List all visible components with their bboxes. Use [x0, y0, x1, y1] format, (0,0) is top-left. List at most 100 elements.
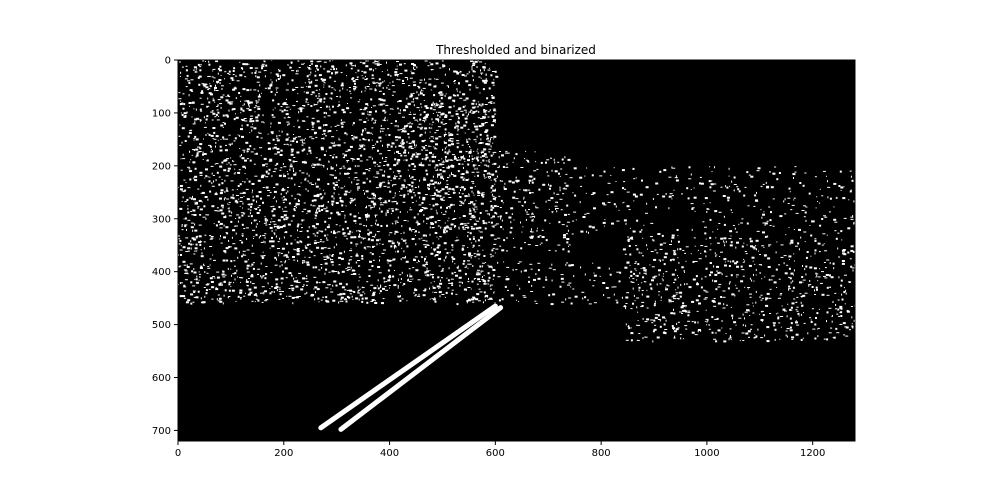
- edge-pixel: [381, 174, 385, 177]
- edge-pixel: [473, 99, 476, 102]
- edge-pixel: [403, 127, 406, 130]
- edge-pixel: [580, 185, 583, 187]
- edge-pixel: [374, 121, 376, 124]
- x-tick-label: 200: [274, 448, 293, 459]
- edge-pixel: [342, 87, 344, 90]
- edge-pixel: [279, 154, 283, 156]
- edge-pixel: [366, 301, 369, 304]
- edge-pixel: [658, 294, 660, 296]
- edge-pixel: [317, 297, 320, 300]
- edge-pixel: [314, 104, 318, 106]
- edge-pixel: [373, 161, 377, 164]
- edge-pixel: [476, 253, 479, 256]
- edge-pixel: [226, 163, 228, 165]
- edge-pixel: [277, 75, 280, 77]
- edge-pixel: [713, 183, 717, 185]
- edge-pixel: [399, 299, 402, 302]
- edge-pixel: [472, 106, 476, 109]
- edge-pixel: [366, 117, 368, 119]
- edge-pixel: [700, 286, 703, 289]
- edge-pixel: [235, 97, 237, 100]
- edge-pixel: [355, 86, 358, 88]
- edge-pixel: [630, 270, 633, 273]
- edge-pixel: [193, 66, 197, 69]
- edge-pixel: [215, 287, 217, 290]
- edge-pixel: [323, 97, 326, 100]
- edge-pixel: [793, 253, 795, 255]
- edge-pixel: [378, 78, 381, 81]
- edge-pixel: [725, 240, 727, 243]
- edge-pixel: [212, 70, 214, 72]
- edge-pixel: [591, 174, 594, 177]
- edge-pixel: [406, 141, 408, 144]
- edge-pixel: [448, 165, 449, 167]
- edge-pixel: [211, 182, 213, 185]
- edge-pixel: [850, 189, 852, 191]
- edge-pixel: [408, 151, 410, 154]
- edge-pixel: [525, 159, 528, 161]
- edge-pixel: [416, 97, 419, 100]
- edge-pixel: [298, 126, 301, 129]
- edge-pixel: [301, 219, 304, 222]
- x-tick-label: 400: [380, 448, 399, 459]
- edge-pixel: [526, 213, 530, 215]
- edge-pixel: [425, 115, 429, 118]
- edge-pixel: [332, 284, 334, 287]
- edge-pixel: [229, 144, 231, 147]
- edge-pixel: [434, 147, 436, 150]
- edge-pixel: [235, 225, 238, 227]
- edge-pixel: [613, 293, 615, 296]
- edge-pixel: [342, 300, 344, 302]
- edge-pixel: [468, 71, 470, 74]
- edge-pixel: [840, 311, 843, 314]
- edge-pixel: [340, 84, 344, 87]
- edge-pixel: [306, 212, 308, 214]
- edge-pixel: [825, 175, 827, 177]
- edge-pixel: [561, 224, 565, 226]
- edge-pixel: [705, 291, 709, 293]
- edge-pixel: [777, 317, 780, 320]
- edge-pixel: [682, 250, 685, 251]
- edge-pixel: [331, 254, 334, 257]
- edge-pixel: [553, 192, 555, 195]
- edge-pixel: [285, 89, 289, 91]
- edge-pixel: [772, 322, 776, 324]
- edge-pixel: [674, 335, 676, 338]
- edge-pixel: [271, 229, 273, 232]
- edge-pixel: [183, 179, 186, 181]
- edge-pixel: [499, 207, 502, 208]
- edge-pixel: [296, 241, 299, 244]
- edge-pixel: [347, 149, 351, 152]
- edge-pixel: [725, 185, 727, 188]
- edge-pixel: [429, 270, 431, 272]
- edge-pixel: [644, 281, 647, 283]
- edge-pixel: [290, 61, 293, 64]
- edge-pixel: [205, 134, 207, 136]
- edge-pixel: [389, 264, 392, 267]
- edge-pixel: [178, 135, 181, 137]
- edge-pixel: [752, 260, 754, 262]
- edge-pixel: [258, 209, 261, 212]
- edge-pixel: [476, 271, 480, 273]
- edge-pixel: [285, 277, 288, 279]
- edge-pixel: [445, 160, 449, 163]
- edge-pixel: [255, 116, 259, 119]
- edge-pixel: [568, 282, 572, 284]
- edge-pixel: [467, 247, 469, 248]
- edge-pixel: [711, 331, 714, 334]
- edge-pixel: [320, 247, 324, 250]
- edge-pixel: [315, 266, 318, 269]
- edge-pixel: [564, 156, 566, 159]
- edge-pixel: [475, 87, 479, 89]
- edge-pixel: [475, 141, 477, 143]
- edge-pixel: [551, 212, 553, 214]
- edge-pixel: [430, 63, 434, 66]
- edge-pixel: [466, 140, 469, 143]
- edge-pixel: [446, 180, 449, 182]
- x-tick-label: 0: [175, 448, 181, 459]
- edge-pixel: [360, 108, 362, 110]
- edge-pixel: [452, 246, 454, 248]
- edge-pixel: [488, 213, 490, 216]
- edge-pixel: [364, 90, 366, 92]
- edge-pixel: [269, 191, 272, 193]
